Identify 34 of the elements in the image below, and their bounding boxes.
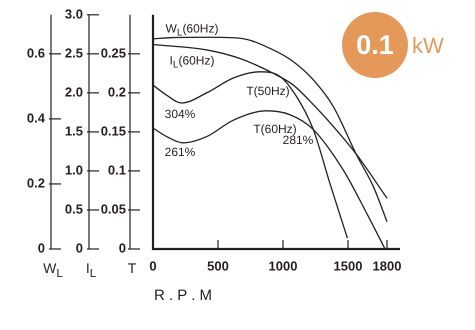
x-tick-label: 1800 <box>372 258 402 274</box>
x-tick-label: 1000 <box>268 258 298 274</box>
y-axis-title: T <box>128 260 136 276</box>
y2-tick-label: 1.5 <box>64 123 83 138</box>
y3-tick-label: 0.2 <box>26 176 45 191</box>
y2-tick-label: 0 <box>76 240 83 256</box>
x-axis-title: R . P . M <box>154 287 212 304</box>
y-tick-label: 0.2 <box>108 84 126 100</box>
y2-axis-title: I$_{L}$ <box>86 260 96 280</box>
y3-tick-label: 0 <box>38 240 45 256</box>
y2-tick-label: 1.0 <box>64 162 83 178</box>
annotation: W$_{L}$(60Hz) <box>166 21 218 39</box>
annotation: 261% <box>164 145 196 159</box>
y3-tick-label: 0.6 <box>26 45 45 60</box>
y2-tick-label: 3.0 <box>64 6 83 22</box>
y-tick-label: 0.05 <box>100 202 126 217</box>
y-tick-label: 0.1 <box>108 162 126 178</box>
circle-badge: 0.1 <box>342 12 408 78</box>
y-tick-label: 0.15 <box>100 123 126 138</box>
x-tick-label: 500 <box>207 258 229 274</box>
y-tick-label: 0 <box>118 240 126 256</box>
annotation: I$_{L}$(60Hz) <box>170 53 214 71</box>
annotation: T(60Hz) <box>253 122 297 136</box>
y-tick-label: 0.25 <box>100 45 126 60</box>
y2-tick-label: 2.0 <box>64 84 83 100</box>
y3-axis-title: W$_{L}$ <box>43 260 63 280</box>
x-tick-label: 1500 <box>334 258 362 274</box>
annotation: T(50Hz) <box>246 84 290 98</box>
y3-tick-label: 0.4 <box>26 110 46 126</box>
y2-tick-label: 0.5 <box>64 202 83 217</box>
y2-tick-label: 2.5 <box>64 45 83 60</box>
x-tick-label: 0 <box>149 258 157 274</box>
annotation: 304% <box>164 107 196 121</box>
text: kW <box>412 33 444 59</box>
